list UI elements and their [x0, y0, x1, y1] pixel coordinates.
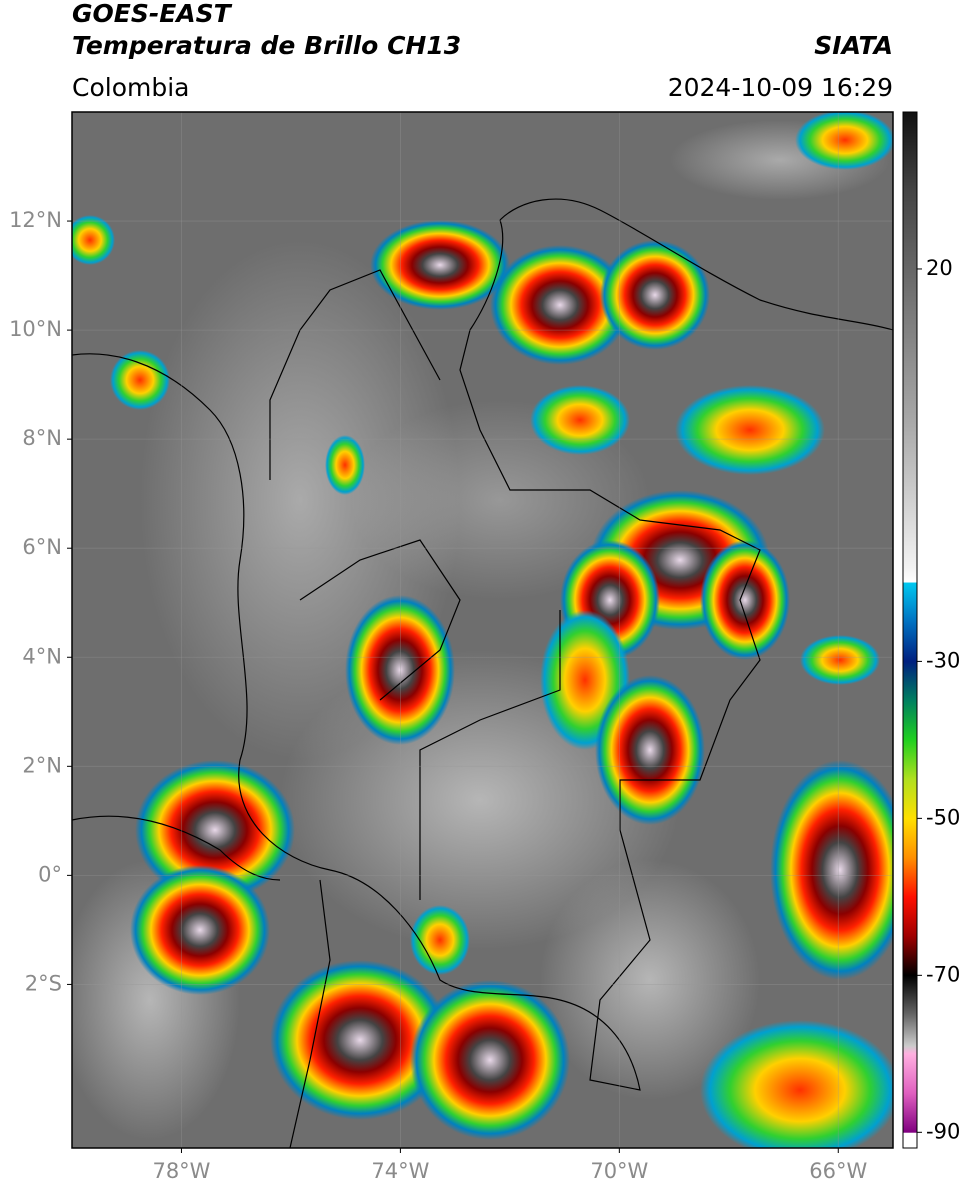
- storm: [130, 865, 270, 995]
- storm: [600, 240, 710, 350]
- region: Colombia: [72, 73, 189, 102]
- storms: [72, 112, 893, 1148]
- storm: [270, 960, 450, 1120]
- y-tick-label: 2°N: [22, 753, 62, 777]
- colorbar-tick-label: -50: [926, 805, 960, 829]
- storm: [370, 220, 510, 310]
- storm: [530, 385, 630, 455]
- border: [72, 219, 761, 1091]
- y-tick-label: 4°N: [22, 644, 62, 668]
- x-tick-label: 70°W: [590, 1159, 648, 1183]
- x-tick-label: 66°W: [809, 1159, 867, 1183]
- border: [289, 879, 331, 1148]
- storm: [490, 245, 630, 365]
- storm: [595, 675, 705, 825]
- borders: [72, 198, 893, 1148]
- source: SIATA: [814, 31, 893, 60]
- satellite: GOES-EAST: [72, 0, 233, 28]
- border: [419, 610, 561, 900]
- y-tick-label: 12°N: [9, 208, 62, 232]
- x-tick-label: 78°W: [152, 1159, 210, 1183]
- y-tick-label: 6°N: [22, 535, 62, 559]
- map-frame: [71, 111, 894, 1149]
- colorbar-tick-label: -90: [926, 1119, 960, 1143]
- border: [299, 539, 461, 701]
- storm: [770, 760, 893, 980]
- storm: [410, 905, 470, 975]
- storm: [72, 215, 115, 265]
- storm: [345, 595, 455, 745]
- border: [72, 815, 281, 881]
- storm: [700, 1020, 893, 1148]
- datetime: 2024-10-09 16:29: [668, 73, 893, 102]
- storm: [675, 385, 825, 475]
- border: [499, 198, 893, 331]
- storm: [325, 435, 365, 495]
- satellite-image: [72, 112, 893, 1148]
- colorbar: [902, 111, 918, 1149]
- storm: [110, 350, 170, 410]
- border: [269, 269, 441, 480]
- storm: [795, 112, 893, 170]
- y-tick-label: 8°N: [22, 426, 62, 450]
- colorbar-tick-label: -70: [926, 962, 960, 986]
- product: Temperatura de Brillo CH13: [72, 31, 461, 60]
- storm: [700, 540, 790, 660]
- y-tick-label: 2°S: [25, 971, 62, 995]
- x-tick-label: 74°W: [371, 1159, 429, 1183]
- storm: [135, 760, 295, 900]
- colorbar-tick-label: -30: [926, 648, 960, 672]
- storm: [410, 980, 570, 1140]
- y-tick-label: 10°N: [9, 317, 62, 341]
- storm: [800, 635, 880, 685]
- y-tick-label: 0°: [38, 862, 62, 886]
- colorbar-tick-label: 20: [926, 256, 953, 280]
